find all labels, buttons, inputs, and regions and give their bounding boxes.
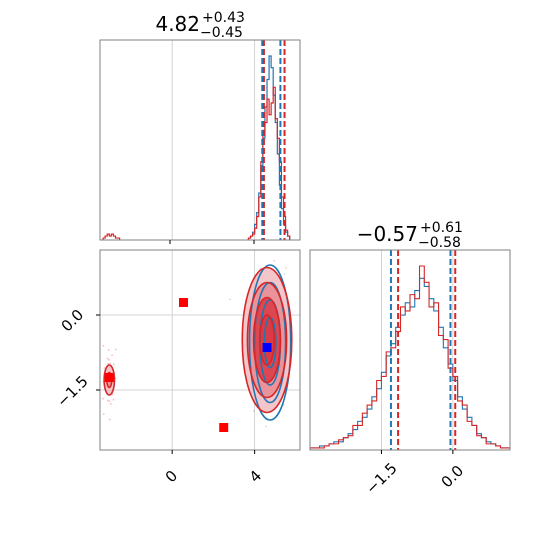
- marginal-title-value: −0.57: [357, 222, 418, 246]
- sample-point: [111, 354, 114, 357]
- square-marker-blue: [262, 343, 272, 352]
- sample-point: [109, 402, 112, 405]
- square-marker-red: [179, 298, 189, 307]
- quantile-lines: [389, 250, 457, 450]
- sample-point: [112, 363, 115, 366]
- grid: [381, 250, 454, 450]
- sample-point: [103, 367, 106, 369]
- x-tick-label: −1.5: [362, 459, 400, 497]
- sample-point: [285, 267, 287, 269]
- marginal-title-lower: −0.45: [200, 25, 243, 41]
- sample-point: [107, 362, 110, 365]
- histogram-red: [310, 265, 510, 450]
- sample-point: [112, 398, 115, 401]
- y-tick-label: −1.5: [53, 372, 91, 410]
- x-tick-label: 0: [162, 467, 181, 486]
- sample-point: [265, 425, 267, 428]
- sample-point: [108, 400, 111, 403]
- histogram-series: [102, 55, 291, 240]
- sample-point: [106, 357, 109, 360]
- marginal-title-upper: +0.61: [420, 220, 463, 236]
- contour-line-red: [103, 364, 116, 396]
- panel-marginal-param-2: −1.5 0.0 −0.57 +0.61 −0.58: [309, 220, 511, 498]
- sample-point: [273, 259, 276, 262]
- square-marker-red: [219, 423, 229, 432]
- density-contours: [103, 264, 293, 421]
- sample-point: [253, 409, 255, 412]
- contour-line-red: [246, 281, 288, 399]
- grid: [171, 40, 256, 240]
- sample-point: [114, 348, 117, 351]
- contour-line-red: [241, 266, 293, 414]
- y-tick-label: 0.0: [58, 306, 88, 336]
- quantile-lines: [261, 40, 286, 240]
- sample-point: [111, 393, 114, 396]
- sample-point: [266, 481, 268, 483]
- sample-point: [229, 298, 231, 301]
- tick-marks: [380, 450, 454, 454]
- histogram-secondary-red: [102, 233, 121, 240]
- contour-line-red: [252, 296, 282, 384]
- contour-fill-red: [259, 315, 275, 365]
- sample-point: [102, 413, 105, 415]
- bottom-ticks: [169, 240, 255, 244]
- histogram-red: [247, 86, 291, 240]
- histogram-series: [310, 265, 510, 450]
- marker-points: [104, 298, 272, 432]
- marginal-title-upper: +0.43: [202, 10, 245, 26]
- sample-point: [283, 245, 285, 247]
- sample-point: [102, 344, 105, 347]
- sample-point: [107, 349, 110, 351]
- sample-point: [108, 358, 110, 361]
- tick-marks: [96, 314, 256, 454]
- contour-line-red: [258, 314, 276, 366]
- x-tick-label: 0.0: [438, 462, 468, 492]
- axes-frame: [309, 249, 511, 451]
- axes-frame: [99, 39, 301, 241]
- sample-point: [106, 399, 109, 402]
- panel-marginal-param-1: 4.82 +0.43 −0.45: [99, 10, 301, 244]
- sample-point: [102, 397, 104, 400]
- square-marker-red: [104, 373, 114, 382]
- marginal-title-lower: −0.58: [418, 235, 461, 251]
- x-tick-label: 4: [246, 467, 265, 486]
- sample-point: [283, 273, 286, 275]
- axes-frame: [99, 249, 301, 451]
- sample-point: [109, 362, 111, 365]
- sample-point: [108, 418, 111, 421]
- marginal-title-value: 4.82: [155, 12, 200, 36]
- panel-joint: 0 4 0.0 −1.5: [53, 245, 301, 486]
- contour-line-blue: [248, 264, 292, 421]
